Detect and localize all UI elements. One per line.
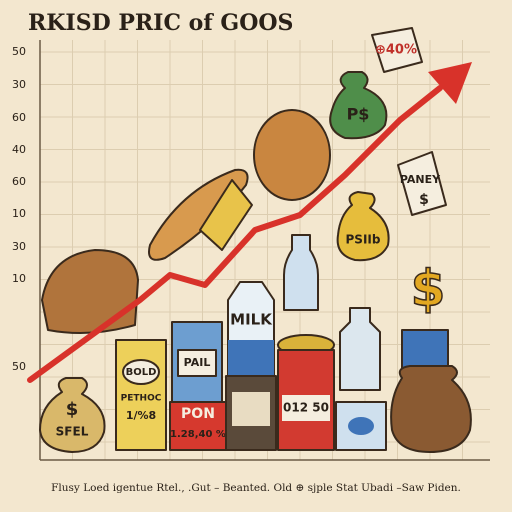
red-can [169, 401, 227, 451]
axis-label: 60 [12, 175, 26, 188]
tag-label: PANEY [400, 173, 441, 186]
tag-label: $ [419, 192, 429, 208]
milk-bottle [283, 234, 319, 311]
arrow-head [428, 62, 472, 104]
price-tag [397, 151, 447, 216]
axis-label: 10 [12, 207, 26, 220]
title: RKISD PRIC of GOOS [28, 10, 293, 36]
bottle [339, 307, 381, 391]
bread-loaf [41, 249, 139, 335]
bag-label: $ [66, 399, 79, 420]
axis-labels: 50 30 60 40 60 10 30 10 50 [12, 45, 26, 373]
can-label: 1.28,40 % [170, 429, 226, 440]
money-bag [39, 377, 106, 453]
cylinder-label-bg [282, 395, 330, 421]
grain-bag [336, 191, 390, 262]
axis-label: 40 [12, 143, 26, 156]
box-label: PAIL [184, 356, 211, 369]
axis-label: 50 [12, 45, 26, 58]
axis-label: 10 [12, 272, 26, 285]
carton-stripe [228, 340, 274, 378]
can [115, 339, 167, 451]
box-label-bg [232, 392, 270, 426]
box-label-bg [177, 349, 217, 377]
can-label: BOLD [126, 367, 157, 378]
baguette [148, 168, 249, 261]
carton-label: MILK [230, 311, 273, 329]
axis-label: 30 [12, 78, 26, 91]
axis-label: 50 [12, 360, 26, 373]
caption: Flusy Loed igentue Rtel., .Gut – Beanted… [51, 482, 461, 494]
bag-label: SFEL [56, 425, 89, 439]
round-bread [253, 109, 331, 201]
cylinder-label: 012 50 [283, 401, 329, 415]
axis-label: 60 [12, 111, 26, 124]
jar [335, 401, 387, 451]
money-bag [329, 71, 388, 140]
axis-label: 30 [12, 240, 26, 253]
sack [390, 365, 472, 453]
can-label: PON [181, 406, 215, 422]
bag-label: P$ [347, 105, 370, 124]
dollar-sign: $ [411, 260, 446, 318]
jar-label [348, 417, 374, 435]
can-label: PETHOC [121, 394, 162, 404]
bread-bag [199, 179, 253, 251]
trend-arrow [27, 85, 443, 383]
price-tag [371, 27, 423, 73]
can-label: 1/%8 [126, 409, 156, 422]
packet [401, 329, 449, 371]
bag-label: PSIIb [346, 233, 381, 247]
can-label-bg [122, 359, 160, 385]
tag-label: ⊕40% [375, 43, 417, 58]
